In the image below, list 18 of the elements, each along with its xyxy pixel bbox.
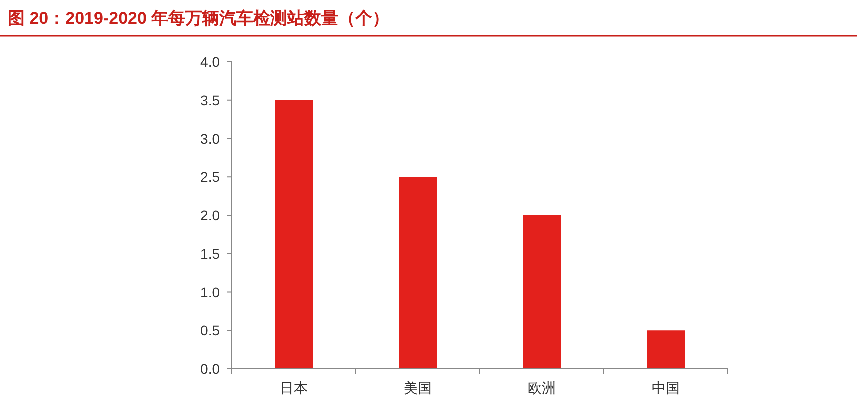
y-tick-label: 0.0: [200, 361, 220, 377]
bar: [275, 100, 313, 369]
y-tick-label: 4.0: [200, 54, 220, 70]
x-tick-label: 欧洲: [528, 380, 556, 396]
y-tick-label: 2.0: [200, 208, 220, 224]
x-tick-label: 中国: [652, 380, 680, 396]
y-tick-label: 2.5: [200, 169, 220, 186]
chart-title: 图 20：2019-2020 年每万辆汽车检测站数量（个）: [8, 9, 390, 28]
y-tick-label: 3.0: [200, 130, 220, 147]
y-tick-label: 1.5: [200, 246, 220, 262]
x-tick-label: 美国: [404, 380, 432, 396]
y-tick-label: 1.0: [200, 284, 220, 300]
y-tick-label: 3.5: [200, 92, 220, 108]
bar: [399, 177, 437, 369]
y-tick-label: 0.5: [200, 322, 220, 339]
x-tick-label: 日本: [280, 380, 308, 396]
bar: [523, 216, 561, 369]
bar: [647, 330, 685, 369]
